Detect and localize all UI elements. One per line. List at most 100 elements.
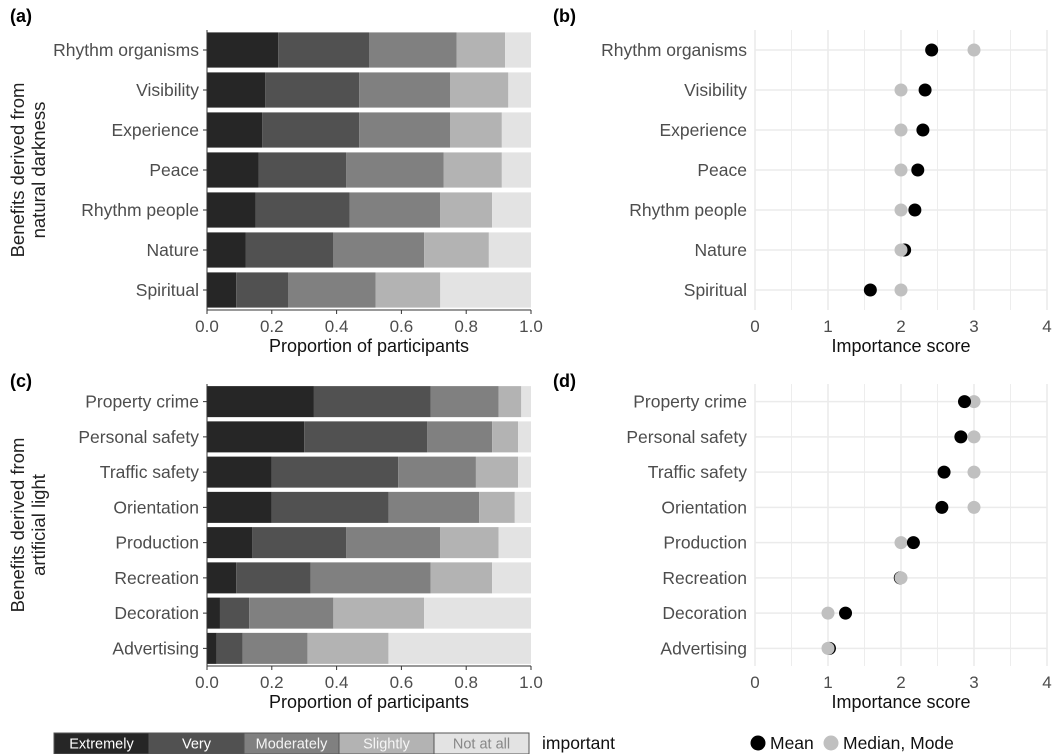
category-label-advertising: Advertising: [112, 638, 199, 658]
category-label-visibility: Visibility: [136, 80, 199, 100]
bar-peace-moderately: [346, 152, 444, 188]
bar-nature-slightly: [424, 232, 489, 268]
category-label-personal-safety: Personal safety: [78, 427, 199, 447]
bar-advertising-not-at-all: [388, 632, 531, 664]
median-point-production: [894, 536, 908, 550]
category-label-production: Production: [663, 533, 747, 553]
bar-peace-slightly: [443, 152, 502, 188]
bar-peace-extremely: [207, 152, 259, 188]
bar-traffic-safety-extremely: [207, 456, 272, 488]
bar-traffic-safety-not-at-all: [518, 456, 531, 488]
bar-visibility-slightly: [450, 72, 509, 108]
x-tick-label: 3: [969, 673, 978, 692]
x-tick-label: 1: [823, 317, 832, 336]
mean-point-rhythm-organisms: [925, 43, 939, 57]
x-tick-label: 0.0: [195, 317, 219, 336]
bar-visibility-not-at-all: [508, 72, 531, 108]
category-label-decoration: Decoration: [662, 603, 747, 623]
bar-experience-not-at-all: [501, 112, 531, 148]
x-tick-label: 0.4: [325, 673, 349, 692]
x-tick-label: 1.0: [519, 317, 543, 336]
mean-point-property-crime: [958, 395, 972, 409]
panel-letter: (d): [553, 371, 576, 391]
median-point-experience: [894, 123, 908, 137]
category-label-rhythm-organisms: Rhythm organisms: [601, 40, 747, 60]
bar-personal-safety-slightly: [492, 421, 519, 453]
bar-rhythm-organisms-slightly: [456, 32, 506, 68]
x-tick-label: 2: [896, 317, 905, 336]
legend-suffix: important: [542, 733, 615, 753]
bar-spiritual-extremely: [207, 272, 237, 308]
y-axis-title-line-2: natural darkness: [28, 102, 49, 239]
category-label-spiritual: Spiritual: [136, 280, 199, 300]
category-label-orientation: Orientation: [661, 497, 747, 517]
legend-swatch-not-at-all: [433, 732, 530, 754]
bar-personal-safety-moderately: [427, 421, 493, 453]
panel-d: Property crime Personal safety Traffic saf…: [553, 371, 1052, 712]
bar-traffic-safety-moderately: [398, 456, 476, 488]
bar-traffic-safety-slightly: [475, 456, 519, 488]
bar-spiritual-slightly: [375, 272, 441, 308]
x-tick-label: 3: [969, 317, 978, 336]
panel-c: Property crime Personal safety Traffic saf…: [7, 371, 543, 712]
category-label-visibility: Visibility: [684, 80, 747, 100]
bar-traffic-safety-very: [271, 456, 399, 488]
bar-advertising-extremely: [207, 632, 217, 664]
panel-a: Rhythm organisms Visibility Experience Peac…: [7, 6, 543, 356]
x-tick-label: 1: [823, 673, 832, 692]
x-tick-label: 0: [750, 317, 759, 336]
bar-rhythm-organisms-not-at-all: [505, 32, 531, 68]
bar-decoration-very: [219, 597, 250, 629]
legend-label-extremely: Extremely: [69, 737, 134, 753]
bar-experience-extremely: [207, 112, 263, 148]
median-point-recreation: [894, 571, 908, 585]
bar-peace-very: [258, 152, 347, 188]
bar-decoration-extremely: [207, 597, 220, 629]
bar-orientation-slightly: [479, 491, 515, 523]
bar-spiritual-very: [236, 272, 288, 308]
category-label-property-crime: Property crime: [85, 392, 199, 412]
bar-nature-very: [245, 232, 334, 268]
bar-orientation-not-at-all: [514, 491, 531, 523]
legend-median-label: Median, Mode: [843, 733, 954, 753]
bar-decoration-not-at-all: [424, 597, 531, 629]
legend-mean-marker: [750, 735, 766, 751]
legend-label-not-at-all: Not at all: [453, 737, 510, 753]
y-axis-title: Benefits derived fromartificial light: [7, 438, 49, 613]
bar-experience-very: [262, 112, 360, 148]
category-label-experience: Experience: [659, 120, 747, 140]
x-tick-label: 2: [896, 673, 905, 692]
bar-experience-slightly: [450, 112, 502, 148]
y-axis-title-line-1: Benefits derived from: [7, 83, 28, 258]
median-point-spiritual: [894, 283, 908, 297]
bar-rhythm-people-moderately: [349, 192, 441, 228]
category-label-peace: Peace: [697, 160, 747, 180]
legend-label-slightly: Slightly: [363, 737, 410, 753]
category-label-orientation: Orientation: [113, 497, 199, 517]
x-tick-label: 4: [1042, 673, 1051, 692]
category-label-nature: Nature: [694, 240, 747, 260]
x-tick-label: 0.6: [390, 673, 414, 692]
category-label-experience: Experience: [111, 120, 199, 140]
x-tick-label: 4: [1042, 317, 1051, 336]
mean-point-decoration: [839, 606, 853, 620]
legend-mean-label: Mean: [770, 733, 814, 753]
category-label-property-crime: Property crime: [633, 392, 747, 412]
category-label-recreation: Recreation: [114, 568, 199, 588]
category-label-personal-safety: Personal safety: [626, 427, 747, 447]
bar-rhythm-organisms-moderately: [369, 32, 457, 68]
bar-personal-safety-not-at-all: [518, 421, 531, 453]
x-axis-title: Importance score: [831, 336, 970, 356]
y-axis-title: Benefits derived fromnatural darkness: [7, 83, 49, 258]
category-label-traffic-safety: Traffic safety: [648, 462, 747, 482]
category-label-production: Production: [115, 533, 199, 553]
mean-point-rhythm-people: [908, 203, 922, 217]
mean-point-orientation: [935, 500, 949, 514]
bar-orientation-very: [271, 491, 389, 523]
bar-property-crime-moderately: [430, 386, 499, 418]
category-label-rhythm-people: Rhythm people: [81, 200, 199, 220]
mean-point-experience: [916, 123, 930, 137]
median-point-nature: [894, 243, 908, 257]
legend-label-very: Very: [182, 737, 212, 753]
x-axis-title: Importance score: [831, 692, 970, 712]
